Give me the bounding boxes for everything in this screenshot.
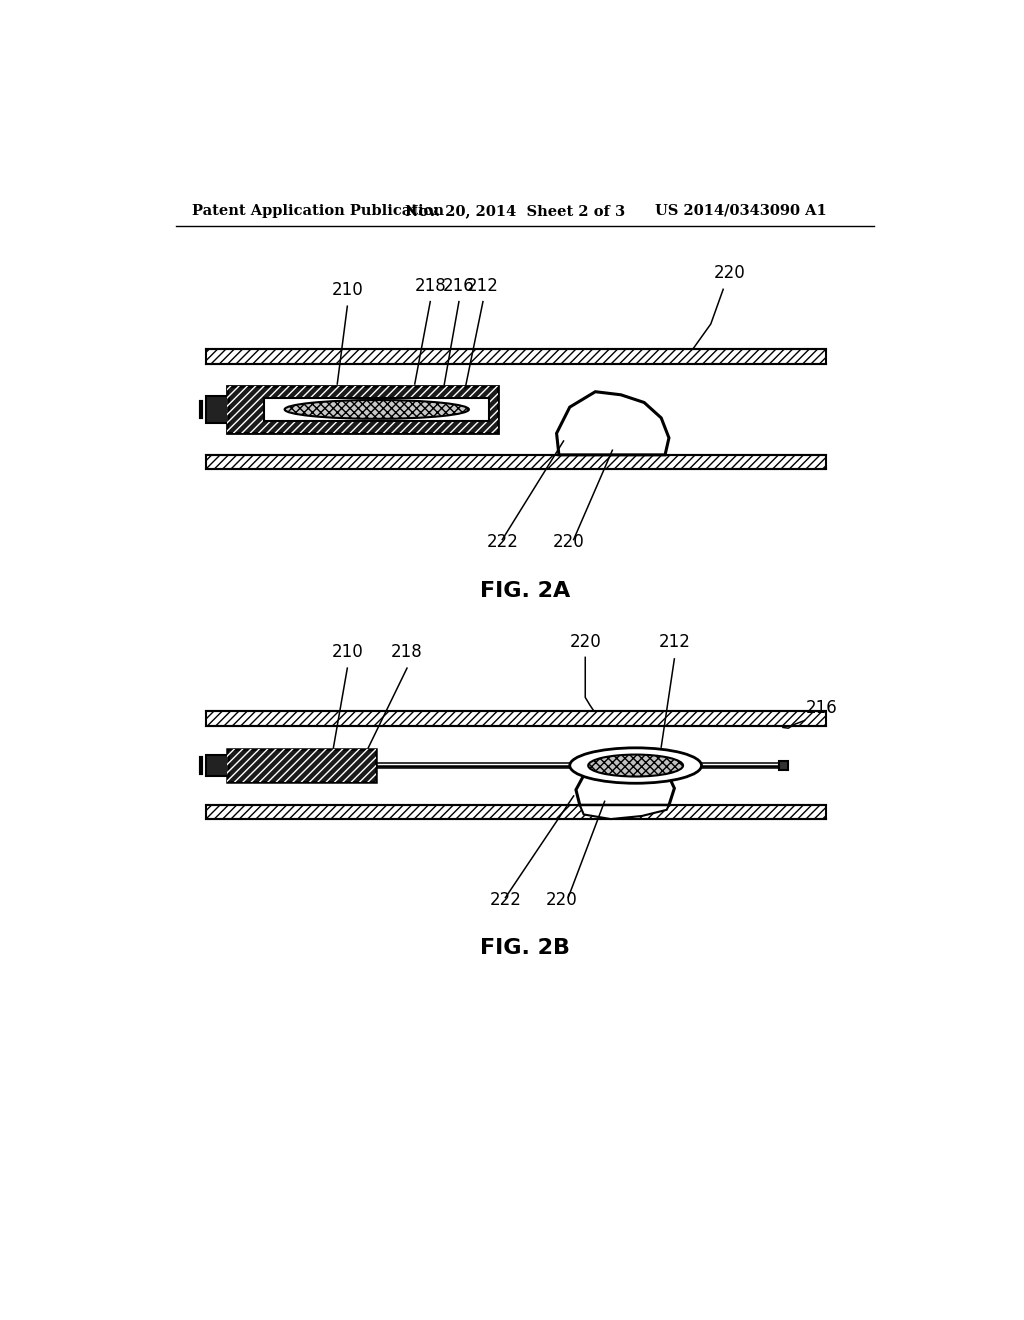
Text: 220: 220 xyxy=(714,264,745,281)
Text: 218: 218 xyxy=(415,277,446,294)
Bar xyxy=(264,397,489,421)
Text: 216: 216 xyxy=(443,277,475,294)
Polygon shape xyxy=(580,805,669,818)
Text: FIG. 2A: FIG. 2A xyxy=(479,581,570,601)
Text: 210: 210 xyxy=(332,643,364,661)
Bar xyxy=(206,711,825,726)
Bar xyxy=(206,755,228,776)
Bar xyxy=(779,760,788,770)
Text: 220: 220 xyxy=(546,891,578,909)
Bar xyxy=(206,805,825,818)
Text: US 2014/0343090 A1: US 2014/0343090 A1 xyxy=(655,203,826,218)
Text: 212: 212 xyxy=(658,634,690,651)
Bar xyxy=(206,350,825,364)
Text: 210: 210 xyxy=(332,281,364,300)
Ellipse shape xyxy=(588,755,683,776)
Text: 222: 222 xyxy=(489,891,521,909)
Text: Patent Application Publication: Patent Application Publication xyxy=(191,203,443,218)
Bar xyxy=(227,750,376,781)
Bar xyxy=(206,396,228,422)
Text: 218: 218 xyxy=(391,643,423,661)
Ellipse shape xyxy=(285,400,469,418)
Text: 212: 212 xyxy=(467,277,499,294)
Bar xyxy=(206,455,825,470)
Ellipse shape xyxy=(569,748,701,783)
Text: 222: 222 xyxy=(486,533,518,552)
Polygon shape xyxy=(557,392,669,455)
Text: 220: 220 xyxy=(552,533,584,552)
Text: Nov. 20, 2014  Sheet 2 of 3: Nov. 20, 2014 Sheet 2 of 3 xyxy=(406,203,626,218)
Bar xyxy=(227,750,376,781)
Polygon shape xyxy=(575,752,675,805)
Text: 220: 220 xyxy=(569,634,601,651)
Bar xyxy=(227,385,499,433)
Bar xyxy=(227,385,499,433)
Text: 216: 216 xyxy=(806,698,838,717)
Text: FIG. 2B: FIG. 2B xyxy=(480,937,569,957)
